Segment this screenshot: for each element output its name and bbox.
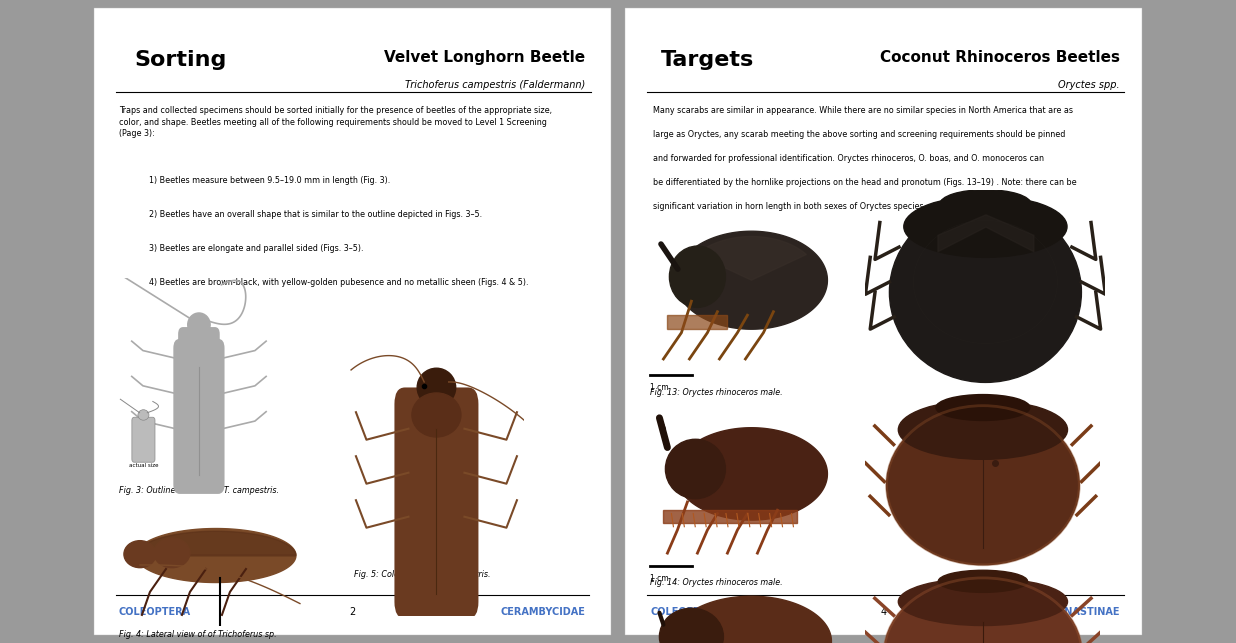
Ellipse shape xyxy=(899,400,1068,459)
Text: 1) Beetles measure between 9.5–19.0 mm in length (Fig. 3).: 1) Beetles measure between 9.5–19.0 mm i… xyxy=(148,176,391,185)
Text: Many scarabs are similar in appearance. While there are no similar species in No: Many scarabs are similar in appearance. … xyxy=(654,105,1073,114)
Ellipse shape xyxy=(884,578,1082,643)
Text: 3) Beetles are elongate and parallel sided (Figs. 3–5).: 3) Beetles are elongate and parallel sid… xyxy=(148,244,363,253)
Polygon shape xyxy=(675,231,827,329)
Text: Fig. 14: Oryctes rhinoceros male.: Fig. 14: Oryctes rhinoceros male. xyxy=(650,577,784,586)
Text: Fig. 5: Coloration of T. campestris.: Fig. 5: Coloration of T. campestris. xyxy=(353,570,491,579)
Bar xyxy=(625,8,1142,635)
Text: 2: 2 xyxy=(349,607,356,617)
Text: Oryctes spp.: Oryctes spp. xyxy=(1058,80,1120,90)
Text: 1 cm: 1 cm xyxy=(650,574,669,583)
Text: DYNASTINAE: DYNASTINAE xyxy=(1051,607,1120,617)
Text: 2) Beetles have an overall shape that is similar to the outline depicted in Figs: 2) Beetles have an overall shape that is… xyxy=(148,210,482,219)
Ellipse shape xyxy=(899,578,1068,626)
FancyBboxPatch shape xyxy=(132,417,154,462)
Polygon shape xyxy=(136,531,295,556)
Text: actual size: actual size xyxy=(129,463,158,468)
Ellipse shape xyxy=(890,202,1082,383)
Text: 4: 4 xyxy=(881,607,886,617)
Text: CERAMBYCIDAE: CERAMBYCIDAE xyxy=(501,607,586,617)
Polygon shape xyxy=(136,529,295,583)
Text: and forwarded for professional identification. Oryctes rhinoceros, O. boas, and : and forwarded for professional identific… xyxy=(654,154,1044,163)
Polygon shape xyxy=(667,315,728,329)
Text: large as Oryctes, any scarab meeting the above sorting and screening requirement: large as Oryctes, any scarab meeting the… xyxy=(654,130,1065,139)
Ellipse shape xyxy=(660,608,723,643)
Text: significant variation in horn length in both sexes of Oryctes species.: significant variation in horn length in … xyxy=(654,202,927,211)
Text: be differentiated by the hornlike projections on the head and pronotum (Figs. 13: be differentiated by the hornlike projec… xyxy=(654,177,1077,186)
Text: Fig. 4: Lateral view of of Trichoferus sp.: Fig. 4: Lateral view of of Trichoferus s… xyxy=(119,629,277,638)
Ellipse shape xyxy=(138,410,148,421)
Text: COLEOPTERA: COLEOPTERA xyxy=(650,607,723,617)
FancyBboxPatch shape xyxy=(178,327,220,374)
Text: Sorting: Sorting xyxy=(133,50,226,69)
Polygon shape xyxy=(664,510,797,523)
Text: Velvet Longhorn Beetle: Velvet Longhorn Beetle xyxy=(384,50,586,65)
Ellipse shape xyxy=(418,368,456,407)
Text: Coconut Rhinoceros Beetles: Coconut Rhinoceros Beetles xyxy=(880,50,1120,65)
Text: Targets: Targets xyxy=(660,50,754,69)
Text: 4) Beetles are brown-black, with yellow-golden pubesence and no metallic sheen (: 4) Beetles are brown-black, with yellow-… xyxy=(148,278,529,287)
Ellipse shape xyxy=(904,196,1067,257)
Ellipse shape xyxy=(886,406,1079,565)
Text: Traps and collected specimens should be sorted initially for the presence of bee: Traps and collected specimens should be … xyxy=(119,105,552,138)
Polygon shape xyxy=(675,428,827,520)
Ellipse shape xyxy=(665,439,726,499)
FancyBboxPatch shape xyxy=(394,388,478,619)
Bar xyxy=(94,8,611,635)
Ellipse shape xyxy=(936,395,1030,421)
Text: 1 cm: 1 cm xyxy=(650,383,669,392)
Ellipse shape xyxy=(412,393,461,437)
FancyBboxPatch shape xyxy=(173,339,225,494)
Ellipse shape xyxy=(154,538,190,568)
Ellipse shape xyxy=(124,541,156,568)
Ellipse shape xyxy=(188,313,210,336)
Polygon shape xyxy=(696,237,806,280)
Ellipse shape xyxy=(939,190,1031,219)
Text: Trichoferus campestris (Faldermann): Trichoferus campestris (Faldermann) xyxy=(405,80,586,90)
Ellipse shape xyxy=(670,246,726,307)
Polygon shape xyxy=(671,596,832,643)
Text: Fig. 13: Oryctes rhinoceros male.: Fig. 13: Oryctes rhinoceros male. xyxy=(650,388,784,397)
Ellipse shape xyxy=(938,570,1027,592)
Text: Fig. 3: Outline and size of T. campestris.: Fig. 3: Outline and size of T. campestri… xyxy=(119,485,279,494)
Text: COLEOPTERA: COLEOPTERA xyxy=(119,607,192,617)
